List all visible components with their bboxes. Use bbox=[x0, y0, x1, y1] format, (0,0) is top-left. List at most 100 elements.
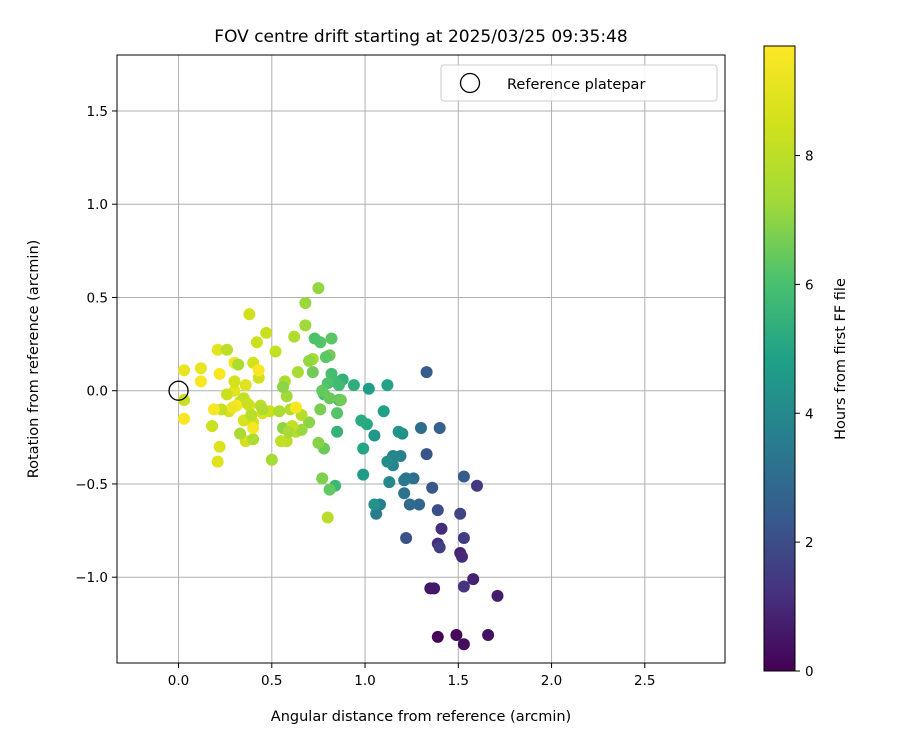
data-point bbox=[368, 498, 381, 511]
data-point bbox=[323, 392, 336, 405]
data-point bbox=[260, 326, 273, 339]
plot-frame bbox=[116, 54, 726, 664]
data-point bbox=[312, 436, 325, 449]
data-point bbox=[221, 388, 233, 401]
x-tick-label: 0.0 bbox=[168, 673, 189, 689]
data-point bbox=[457, 532, 470, 544]
data-point bbox=[457, 580, 470, 593]
data-point bbox=[331, 407, 344, 420]
data-point bbox=[273, 405, 286, 418]
colorbar-gradient bbox=[763, 45, 796, 672]
data-point bbox=[456, 550, 468, 563]
data-point bbox=[211, 343, 224, 356]
data-point bbox=[232, 358, 245, 371]
data-point bbox=[226, 401, 239, 414]
data-point bbox=[332, 379, 345, 392]
data-point bbox=[314, 403, 327, 416]
data-point bbox=[303, 416, 316, 429]
y-tick-label: 0.5 bbox=[87, 290, 108, 306]
data-point bbox=[370, 507, 383, 520]
data-point bbox=[213, 440, 226, 453]
data-point bbox=[308, 332, 321, 345]
data-point bbox=[178, 364, 191, 377]
data-point bbox=[420, 366, 433, 379]
x-tick-label: 2.0 bbox=[541, 673, 562, 689]
y-tick-label: −0.5 bbox=[75, 477, 108, 493]
data-point bbox=[288, 330, 301, 343]
reference-marker-group bbox=[168, 380, 189, 401]
data-point bbox=[299, 319, 312, 332]
data-point bbox=[306, 366, 319, 379]
data-point bbox=[228, 375, 241, 388]
data-point bbox=[256, 403, 269, 416]
data-point bbox=[403, 498, 416, 511]
data-point bbox=[323, 483, 336, 496]
data-point bbox=[245, 409, 258, 421]
y-tick-label: 1.0 bbox=[87, 197, 108, 213]
plot-area bbox=[117, 55, 725, 663]
data-point bbox=[275, 435, 288, 448]
data-point bbox=[355, 414, 368, 427]
data-point bbox=[241, 397, 254, 410]
data-point bbox=[381, 379, 394, 392]
data-point bbox=[491, 589, 504, 602]
x-tick-label: 0.5 bbox=[261, 673, 282, 689]
data-point bbox=[247, 422, 260, 434]
data-point bbox=[252, 364, 265, 377]
data-point bbox=[243, 308, 256, 321]
x-tick-label: 2.5 bbox=[634, 673, 655, 689]
data-point bbox=[431, 504, 444, 517]
data-point bbox=[357, 442, 370, 455]
data-point bbox=[194, 375, 207, 388]
data-point bbox=[269, 345, 282, 358]
data-point bbox=[239, 379, 252, 392]
colorbar-tick-label: 6 bbox=[805, 277, 814, 293]
colorbar-tick-label: 0 bbox=[805, 664, 814, 680]
y-axis-label: Rotation from reference (arcmin) bbox=[26, 240, 42, 479]
x-tick-label: 1.0 bbox=[354, 673, 375, 689]
y-tick-label: 0.0 bbox=[87, 384, 108, 400]
colorbar-label: Hours from first FF file bbox=[833, 278, 849, 440]
data-point bbox=[211, 455, 224, 468]
data-points bbox=[178, 282, 504, 651]
y-tick-label: 1.5 bbox=[87, 104, 108, 120]
colorbar: 0 2 4 6 8 Hours from first FF file bbox=[763, 45, 849, 680]
reference-marker bbox=[168, 380, 189, 401]
data-point bbox=[312, 282, 325, 295]
data-point bbox=[426, 481, 439, 494]
data-point bbox=[178, 412, 191, 425]
data-point bbox=[433, 541, 446, 554]
data-point bbox=[420, 448, 433, 461]
data-point bbox=[319, 351, 332, 364]
data-point bbox=[383, 476, 396, 489]
data-point bbox=[295, 423, 308, 436]
data-point bbox=[213, 367, 226, 380]
y-axis-ticks: −1.0 −0.5 0.0 0.5 1.0 1.5 bbox=[75, 104, 117, 586]
legend: Reference platepar bbox=[440, 64, 718, 102]
data-point bbox=[457, 470, 470, 483]
data-point bbox=[362, 382, 375, 395]
data-point bbox=[282, 425, 295, 438]
data-point bbox=[368, 429, 381, 442]
data-point bbox=[377, 405, 390, 418]
colorbar-ticks: 0 2 4 6 8 bbox=[795, 149, 814, 680]
grid bbox=[117, 55, 725, 663]
data-point bbox=[435, 522, 448, 535]
x-axis-ticks: 0.0 0.5 1.0 1.5 2.0 2.5 bbox=[168, 663, 656, 689]
data-point bbox=[290, 401, 302, 414]
y-tick-label: −1.0 bbox=[75, 570, 108, 586]
legend-box bbox=[440, 64, 718, 102]
data-point bbox=[357, 468, 370, 481]
data-point bbox=[325, 367, 338, 380]
data-point bbox=[265, 453, 278, 466]
data-point bbox=[471, 479, 483, 492]
data-point bbox=[467, 573, 480, 586]
legend-entry-reference-platepar: Reference platepar bbox=[507, 77, 645, 93]
legend-marker-open-circle bbox=[459, 72, 481, 94]
data-point bbox=[206, 420, 219, 433]
data-point bbox=[234, 427, 247, 440]
data-point bbox=[250, 336, 263, 349]
data-point bbox=[221, 343, 233, 356]
data-point bbox=[413, 498, 426, 511]
